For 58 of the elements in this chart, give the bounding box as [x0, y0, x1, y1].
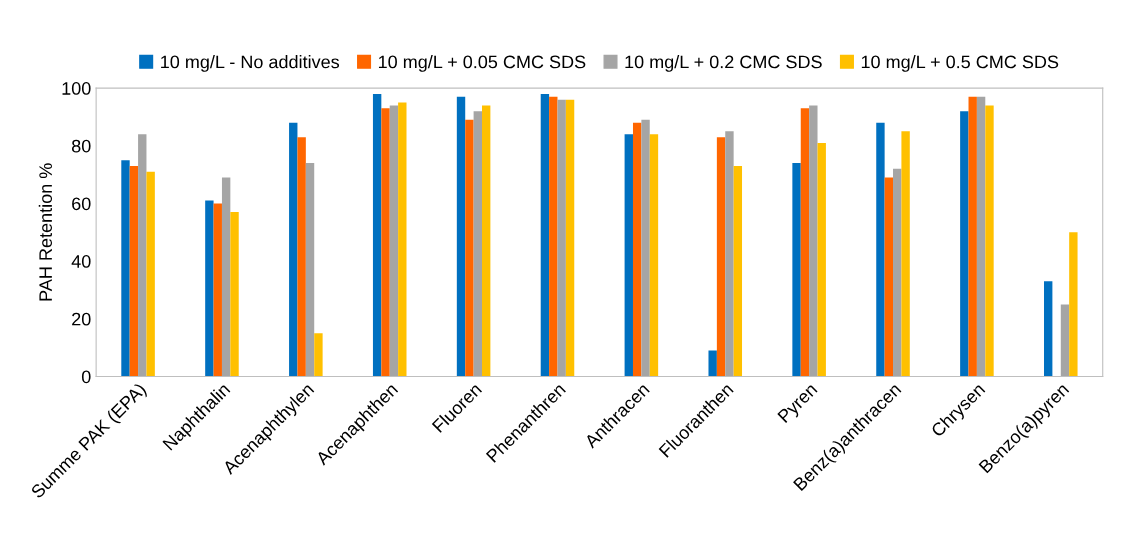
bar [716, 137, 726, 377]
bar [205, 200, 214, 377]
bar [314, 333, 323, 377]
bar [968, 96, 977, 377]
bar [876, 122, 885, 377]
bar [540, 93, 550, 377]
bar [121, 160, 130, 377]
bar [473, 111, 482, 377]
bar [213, 203, 222, 377]
bar [632, 122, 642, 377]
bar [976, 96, 986, 377]
bar [893, 168, 902, 377]
bar [817, 142, 826, 377]
y-tick-label: 100 [62, 82, 91, 95]
bar [381, 108, 390, 377]
y-axis-title: PAH Retention % [38, 163, 53, 301]
bar [1060, 304, 1070, 377]
bar [456, 96, 466, 377]
y-tick-label: 60 [72, 197, 91, 211]
bar [985, 105, 994, 377]
legend-label: 10 mg/L + 0.05 CMC SDS [378, 55, 586, 72]
bar [624, 134, 633, 377]
bar [792, 163, 801, 377]
bar [465, 119, 474, 377]
bar [960, 111, 969, 377]
bar [1044, 281, 1053, 377]
bar [138, 134, 147, 377]
bar [221, 177, 231, 377]
bar [549, 96, 558, 377]
bar [565, 99, 575, 377]
bar [641, 119, 650, 377]
bar [809, 105, 818, 377]
bar [649, 134, 659, 377]
bar [230, 212, 239, 377]
y-tick-label: 80 [71, 139, 91, 153]
legend-label: 10 mg/L + 0.5 CMC SDS [861, 55, 1059, 72]
bar [481, 105, 491, 377]
bar [1069, 232, 1078, 377]
bar [372, 93, 382, 377]
legend-label: 10 mg/L + 0.2 CMC SDS [625, 55, 822, 72]
bar [146, 171, 155, 377]
bar [733, 165, 743, 377]
bar [800, 108, 810, 377]
bar [129, 165, 139, 377]
bar [725, 131, 734, 377]
bar [398, 102, 407, 377]
bar [289, 122, 298, 377]
y-tick-label: 40 [71, 255, 91, 268]
bar [884, 177, 894, 377]
y-tick-label: 20 [72, 312, 91, 326]
bar [901, 131, 910, 377]
y-tick-label: 0 [81, 370, 91, 384]
legend-label: 10 mg/L - No additives [161, 55, 340, 72]
bar [389, 105, 399, 377]
bar [305, 163, 315, 377]
bar [557, 99, 566, 377]
bar [297, 137, 306, 377]
bar [708, 350, 717, 377]
